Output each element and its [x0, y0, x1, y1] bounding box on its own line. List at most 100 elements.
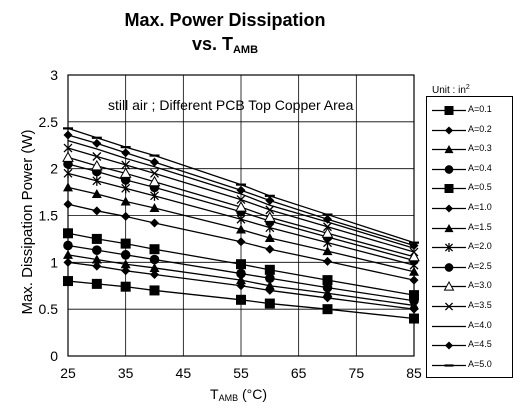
series-a-3-5: [63, 143, 419, 257]
legend-marker: [444, 262, 454, 272]
legend-item: A=0.3: [427, 140, 513, 159]
legend-item: A=1.0: [427, 199, 513, 218]
x-tick-label: 55: [233, 365, 249, 381]
data-point: [120, 238, 131, 249]
legend-label: A=3.0: [468, 280, 492, 291]
data-point: [322, 288, 333, 298]
data-point: [323, 214, 332, 224]
data-point: [148, 175, 161, 187]
data-point: [91, 233, 102, 244]
data-point: [92, 206, 102, 216]
legend-item: A=0.2: [427, 121, 513, 140]
legend-item: A=0.1: [427, 101, 513, 120]
legend-label: A=4.0: [468, 319, 492, 330]
y-tick-label: 2: [50, 161, 58, 177]
legend-swatch: [432, 325, 466, 327]
data-point: [149, 244, 160, 255]
legend-marker: [444, 302, 454, 311]
legend-marker: [444, 223, 454, 232]
y-axis-label: Max. Dissipation Power (W): [19, 129, 36, 315]
legend-swatch: [432, 204, 466, 213]
legend-swatch: [432, 341, 466, 350]
legend-marker: [444, 145, 454, 154]
data-point: [91, 188, 102, 198]
data-point: [150, 270, 159, 280]
x-tick-label: 85: [406, 365, 422, 381]
chart-title-subscript: AMB: [232, 44, 259, 56]
data-point: [409, 247, 419, 257]
data-point: [236, 294, 246, 305]
data-point: [409, 313, 419, 324]
data-point: [63, 249, 73, 259]
legend-marker: [444, 126, 454, 135]
data-point: [322, 304, 333, 315]
data-point: [265, 273, 275, 284]
data-point: [149, 262, 160, 272]
data-point: [236, 259, 246, 270]
legend-label: A=0.4: [468, 162, 492, 173]
series-line: [67, 156, 415, 258]
data-point: [121, 266, 131, 276]
data-point: [149, 203, 160, 213]
data-point: [92, 175, 102, 186]
x-tick-label: 65: [291, 365, 307, 381]
data-point: [121, 160, 131, 170]
legend-label: A=0.2: [468, 123, 492, 134]
data-point: [92, 261, 102, 271]
legend-swatch: [432, 164, 466, 174]
data-point: [63, 143, 73, 153]
legend-item: A=2.5: [427, 258, 513, 277]
data-point: [63, 228, 73, 239]
data-point: [264, 280, 275, 290]
data-point: [120, 196, 131, 206]
data-point: [150, 168, 159, 178]
legend-item: A=0.4: [427, 160, 513, 179]
legend-marker: [444, 341, 454, 350]
legend-marker: [444, 184, 454, 194]
data-point: [63, 199, 73, 209]
data-point: [409, 266, 419, 276]
data-point: [409, 290, 419, 301]
data-point: [265, 244, 275, 254]
series-a-1-0: [63, 199, 419, 285]
data-point: [322, 275, 333, 286]
legend-swatch: [432, 184, 466, 194]
legend-swatch: [432, 243, 466, 253]
legend-swatch: [432, 223, 466, 232]
legend-item: A=2.0: [427, 238, 513, 257]
series-a-0-5: [63, 228, 419, 301]
legend-item: A=3.0: [427, 277, 513, 296]
legend-item: A=4.0: [427, 317, 513, 336]
legend-swatch: [432, 302, 466, 311]
chart-title-line-2: vs. TAMB: [120, 34, 330, 56]
y-tick-label: 0.5: [39, 301, 59, 317]
legend-item: A=3.5: [427, 297, 513, 316]
data-point: [265, 205, 275, 215]
data-point: [235, 201, 247, 212]
data-point: [322, 282, 333, 293]
legend-label: A=1.5: [468, 221, 492, 232]
data-point: [92, 245, 102, 255]
y-tick-label: 3: [50, 67, 58, 83]
legend-label: A=1.0: [468, 202, 492, 212]
data-point: [149, 285, 160, 296]
legend-item: A=5.0: [427, 356, 513, 375]
series-line: [67, 261, 415, 310]
series-a-0-3: [63, 249, 419, 310]
series-a-0-4: [63, 240, 419, 306]
data-point: [236, 237, 246, 247]
legend-swatch: [432, 106, 466, 115]
series-line: [67, 254, 415, 307]
legend-item: A=0.5: [427, 179, 513, 198]
legend-marker: [443, 281, 455, 291]
series-line: [67, 244, 415, 302]
data-point: [63, 276, 73, 287]
legend-label: A=3.5: [468, 300, 492, 310]
data-point: [408, 250, 420, 262]
data-point: [121, 183, 131, 194]
legend-label: A=0.1: [468, 104, 492, 114]
data-point: [92, 138, 102, 148]
series-line: [67, 134, 415, 247]
data-point: [265, 196, 275, 206]
